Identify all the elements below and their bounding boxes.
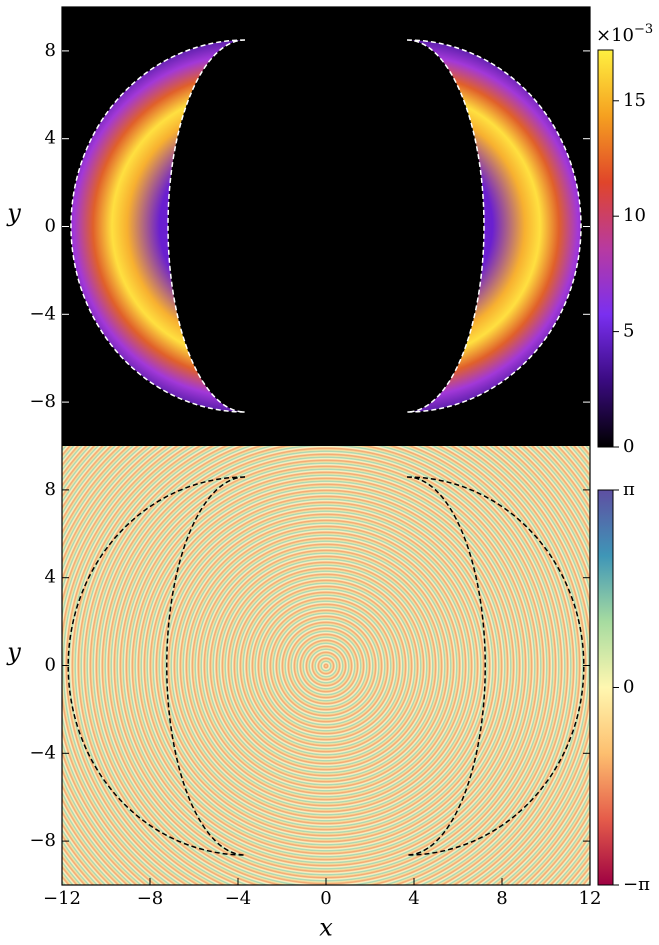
y-tick-label: −4 xyxy=(29,303,56,324)
offset-exponent: −3 xyxy=(634,22,653,37)
y-axis-label: y xyxy=(6,638,21,666)
colorbar-tick-label: 10 xyxy=(623,205,646,226)
y-tick-label: 8 xyxy=(45,479,56,500)
colorbar-tick-label: −π xyxy=(623,874,650,895)
x-axis-label: x xyxy=(319,914,333,942)
offset-base: ×10 xyxy=(596,25,634,46)
y-tick-label: 4 xyxy=(45,567,56,588)
y-tick-label: −8 xyxy=(29,391,56,412)
colorbar-offset: ×10−3 xyxy=(596,22,653,47)
crescent xyxy=(70,39,246,413)
colorbar-tick-label: π xyxy=(623,479,635,500)
y-tick-label: 0 xyxy=(45,216,56,237)
crescent xyxy=(406,39,582,413)
colorbar xyxy=(597,489,614,886)
y-tick-label: −4 xyxy=(29,742,56,763)
y-tick-label: 8 xyxy=(45,40,56,61)
y-tick-label: 0 xyxy=(45,655,56,676)
x-tick-label: −4 xyxy=(225,888,252,909)
x-tick-label: 12 xyxy=(579,888,602,909)
x-tick-label: 4 xyxy=(408,888,419,909)
colorbar xyxy=(597,49,614,448)
colorbar-tick-label: 15 xyxy=(623,90,646,111)
y-tick-label: 4 xyxy=(45,128,56,149)
crescent-outline xyxy=(67,476,246,856)
crescent-outline xyxy=(406,476,585,856)
y-tick-label: −8 xyxy=(29,830,56,851)
x-tick-label: 0 xyxy=(320,888,331,909)
phase-background xyxy=(62,446,590,885)
y-axis-label: y xyxy=(6,199,21,227)
colorbar-tick-label: 5 xyxy=(623,321,634,342)
colorbar-tick-label: 0 xyxy=(623,436,634,457)
x-tick-label: −12 xyxy=(43,888,81,909)
colorbar-tick-label: 0 xyxy=(623,677,634,698)
x-tick-label: −8 xyxy=(137,888,164,909)
x-tick-label: 8 xyxy=(496,888,507,909)
